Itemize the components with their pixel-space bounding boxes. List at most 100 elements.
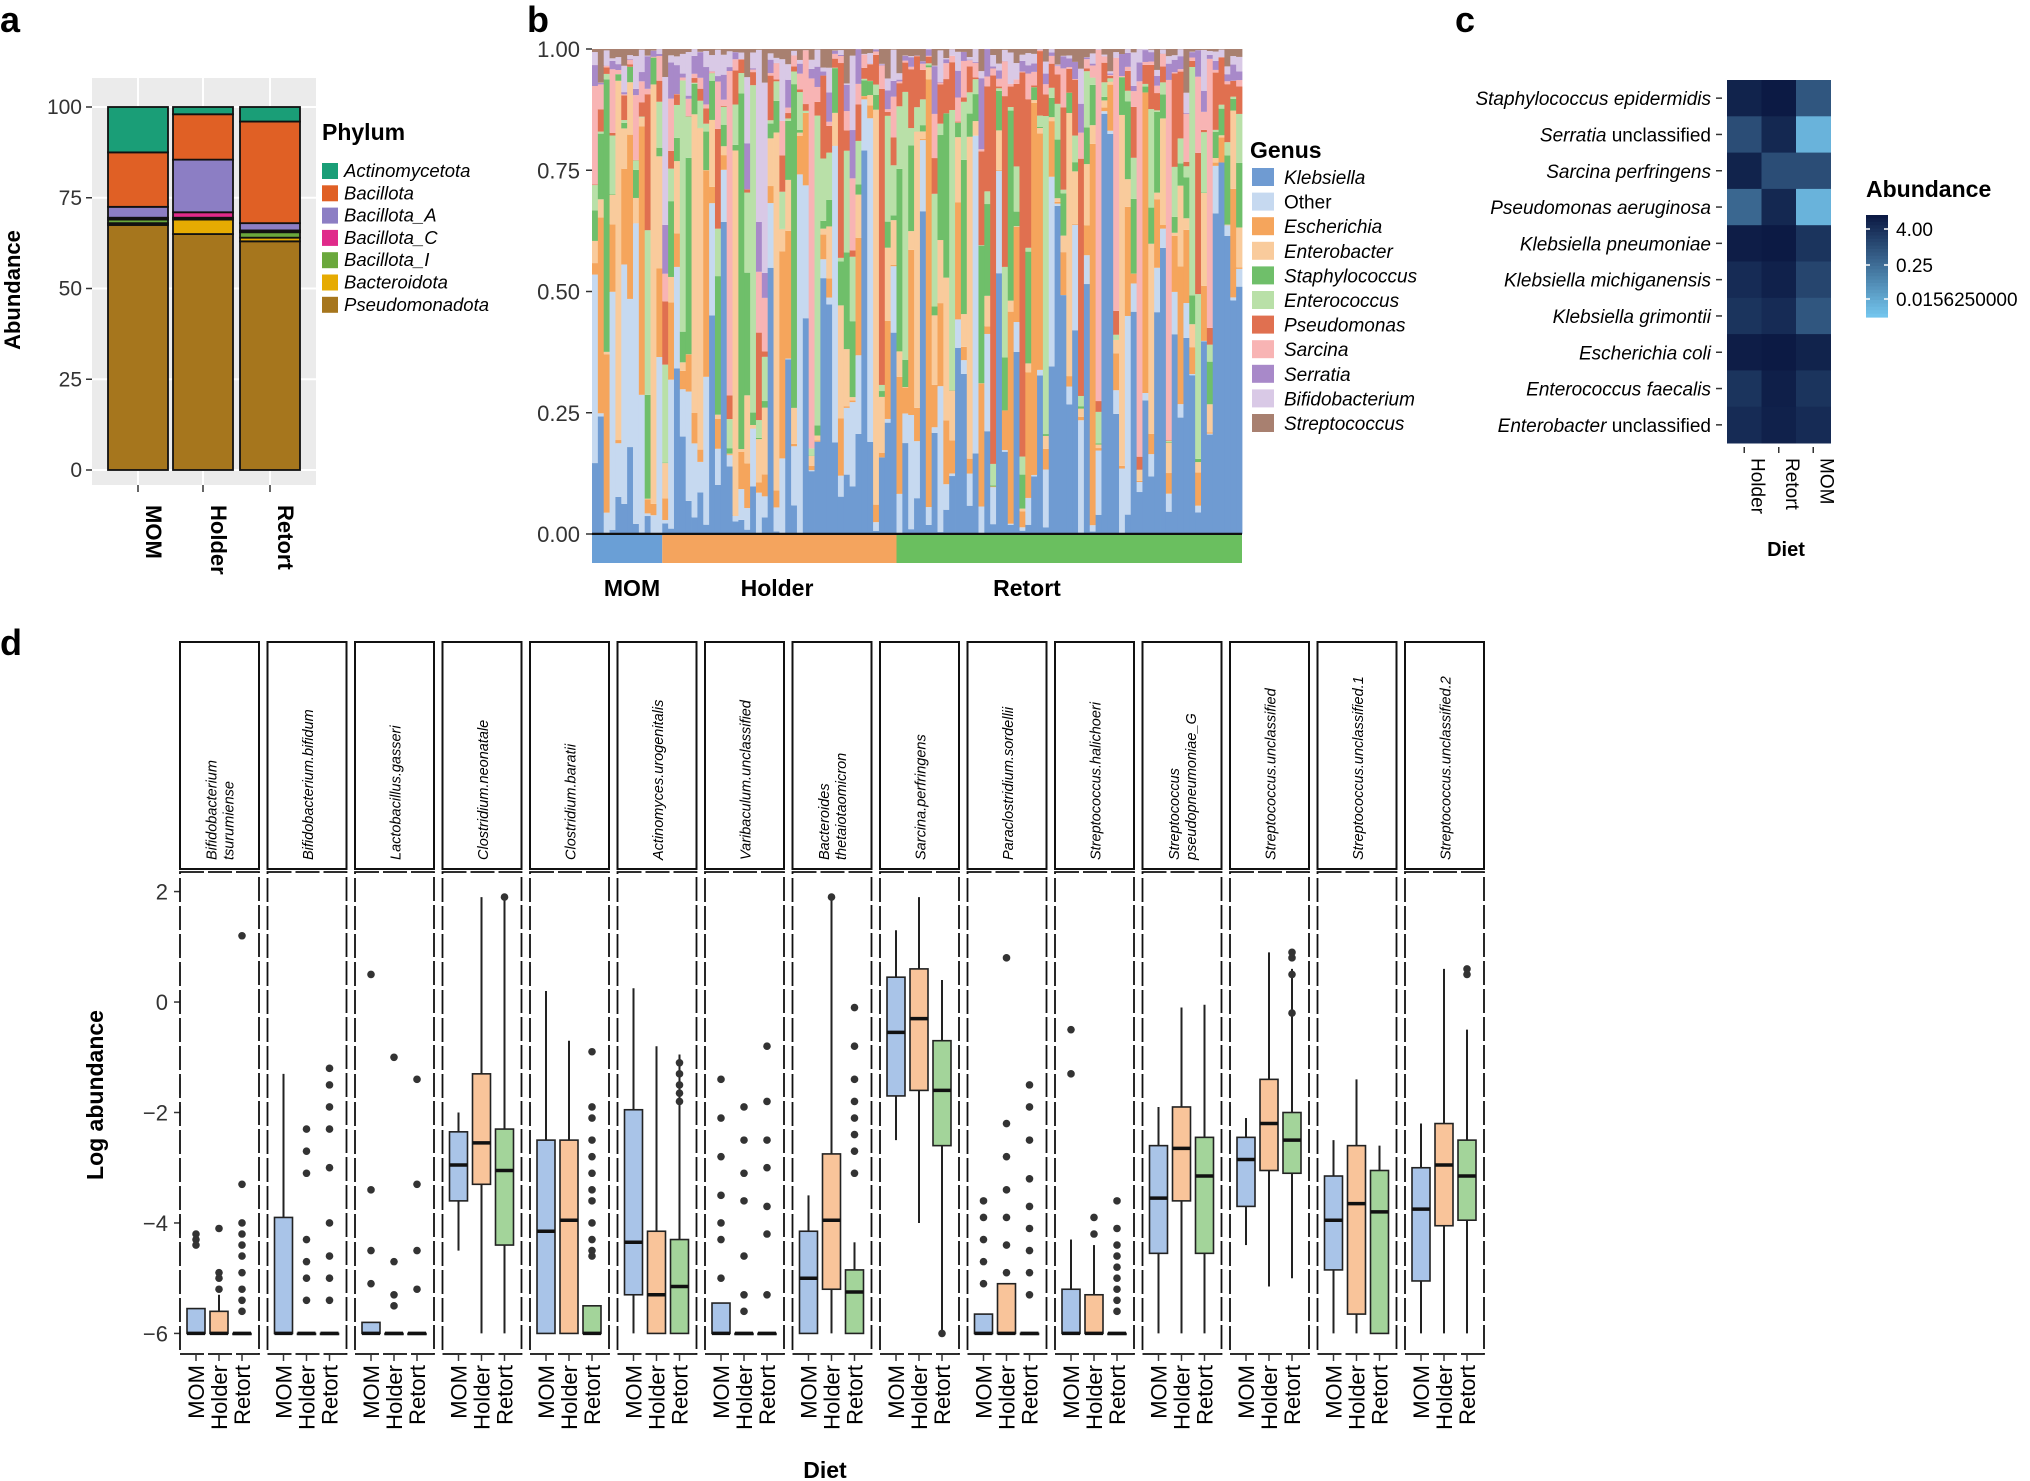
x-tick-label: Retort (1018, 1365, 1043, 1425)
bar-segment-escherichia (615, 440, 622, 444)
outlier-point (192, 1235, 200, 1244)
bar-segment-enterobacter (820, 228, 827, 235)
bar-segment-serratia (679, 73, 687, 78)
bar-segment-klebsiella (837, 496, 845, 534)
outlier-point (675, 1089, 684, 1097)
bar-segment-serratia (691, 55, 698, 74)
bar-segment-enterococcus (796, 92, 804, 130)
bar-segment-enterococcus (697, 100, 704, 128)
outlier-point (215, 1274, 223, 1282)
bar-segment-sarcina (843, 111, 851, 131)
bar-segment-sarcina (773, 63, 780, 80)
bar-segment-enterococcus (1160, 82, 1167, 95)
bar-segment-klebsiella (914, 498, 921, 534)
x-tick-label: MOM (797, 1365, 822, 1419)
y-tick-label: 0.75 (537, 158, 580, 183)
bar-segment-bifidobacterium (627, 55, 634, 59)
col-label: MOM (1815, 458, 1836, 504)
facet-label: Paraclostridium.sordellii (1001, 706, 1017, 860)
bar-segment-pseudomonas (592, 184, 599, 186)
bar-segment-other (767, 203, 774, 268)
bar-segment-streptococcus (1224, 49, 1231, 67)
bar-segment-streptococcus (1019, 49, 1026, 55)
outlier-point (1113, 1274, 1121, 1282)
bar-segment-streptococcus (890, 49, 897, 50)
bar-segment-staphylococcus (709, 80, 716, 120)
bar-segment-sarcina (908, 66, 915, 70)
bar-segment-bifidobacterium (1019, 54, 1026, 61)
bar-segment-sarcina (1083, 59, 1091, 69)
bar-segment-enterococcus (597, 131, 605, 134)
bar-segment-enterobacter (691, 114, 698, 413)
bar-segment-other (808, 470, 815, 472)
bar-segment-pseudomonas (849, 250, 856, 257)
x-tick-label: MOM (272, 1365, 297, 1419)
legend-label: Other (1284, 193, 1332, 214)
bar-segment-escherichia (849, 400, 856, 403)
bar-segment-klebsiella (808, 471, 815, 534)
legend-swatch (1252, 389, 1274, 408)
group-label: Retort (993, 575, 1061, 601)
bar-segment-staphylococcus (632, 169, 640, 198)
bar-segment-enterococcus (1078, 395, 1085, 407)
bar-segment-streptococcus (1107, 49, 1114, 72)
bar-segment-sarcina (632, 95, 640, 160)
bar-segment-staphylococcus (1083, 127, 1091, 165)
bar-segment-enterococcus (1001, 266, 1009, 358)
bar-segment-pseudomonas (837, 63, 845, 258)
outlier-point (1067, 1070, 1075, 1078)
bar-segment-staphylococcus (943, 113, 950, 278)
bar-segment-staphylococcus (984, 204, 991, 296)
bar-segment-escherichia (709, 186, 716, 204)
outlier-point (850, 1075, 859, 1084)
bar-segment-enterococcus (750, 85, 757, 413)
bar-segment-escherichia (1171, 235, 1178, 292)
legend-gradient-step (1866, 313, 1888, 318)
bar-segment-pseudomonas (1060, 107, 1067, 190)
bar-segment-other (685, 391, 692, 501)
x-tick-label: Holder (382, 1365, 407, 1430)
bar-segment-staphylococcus (1072, 162, 1079, 172)
bar-segment-klebsiella (1083, 284, 1091, 534)
bar-segment-sarcina (755, 271, 763, 333)
box (273, 1216, 294, 1335)
bar-segment-bacillota_a (239, 222, 301, 232)
x-tick-label: Holder (1082, 1365, 1107, 1430)
bar-segment-other (621, 264, 628, 504)
bar-segment-serratia (837, 54, 845, 57)
bar-segment-staphylococcus (867, 81, 874, 96)
bar-segment-other (843, 407, 851, 475)
bar-segment-pseudomonas (1142, 64, 1149, 84)
outlier-point (763, 1202, 771, 1211)
bar-segment-sarcina (931, 113, 938, 159)
bar-segment-streptococcus (732, 49, 739, 53)
bar-segment-enterococcus (791, 71, 798, 85)
outlier-point (1025, 1103, 1034, 1111)
bar-segment-escherichia (908, 249, 915, 416)
bar-segment-other (1072, 224, 1079, 331)
bar-segment-serratia (843, 84, 851, 112)
bar-segment-escherichia (761, 474, 769, 497)
facet-strip (179, 641, 260, 870)
bar-segment-sarcina (949, 55, 956, 63)
outlier-point (238, 1296, 246, 1305)
y-tick-label: 0 (156, 990, 168, 1015)
bar-segment-pseudomonas (855, 104, 862, 141)
bar-segment-streptococcus (796, 49, 804, 60)
legend-gradient-step (1866, 259, 1888, 264)
outlier-point (588, 1246, 596, 1255)
bar-segment-sarcina (972, 62, 979, 78)
outlier-point (1025, 1246, 1034, 1255)
bar-segment-enterobacter (1037, 128, 1044, 134)
outlier-point (588, 1114, 596, 1122)
bar-segment-escherichia (902, 387, 909, 414)
bar-segment-bifidobacterium (1095, 49, 1102, 50)
outlier-point (938, 1329, 946, 1338)
bar-segment-sarcina (1236, 80, 1243, 87)
bar-segment-sarcina (1195, 76, 1202, 153)
legend-label: Serratia (1284, 365, 1351, 386)
panel-label-a: a (0, 0, 21, 40)
bar-segment-klebsiella (644, 516, 651, 534)
bar-segment-enterobacter (1165, 442, 1173, 474)
bar-segment-streptococcus (644, 49, 651, 56)
